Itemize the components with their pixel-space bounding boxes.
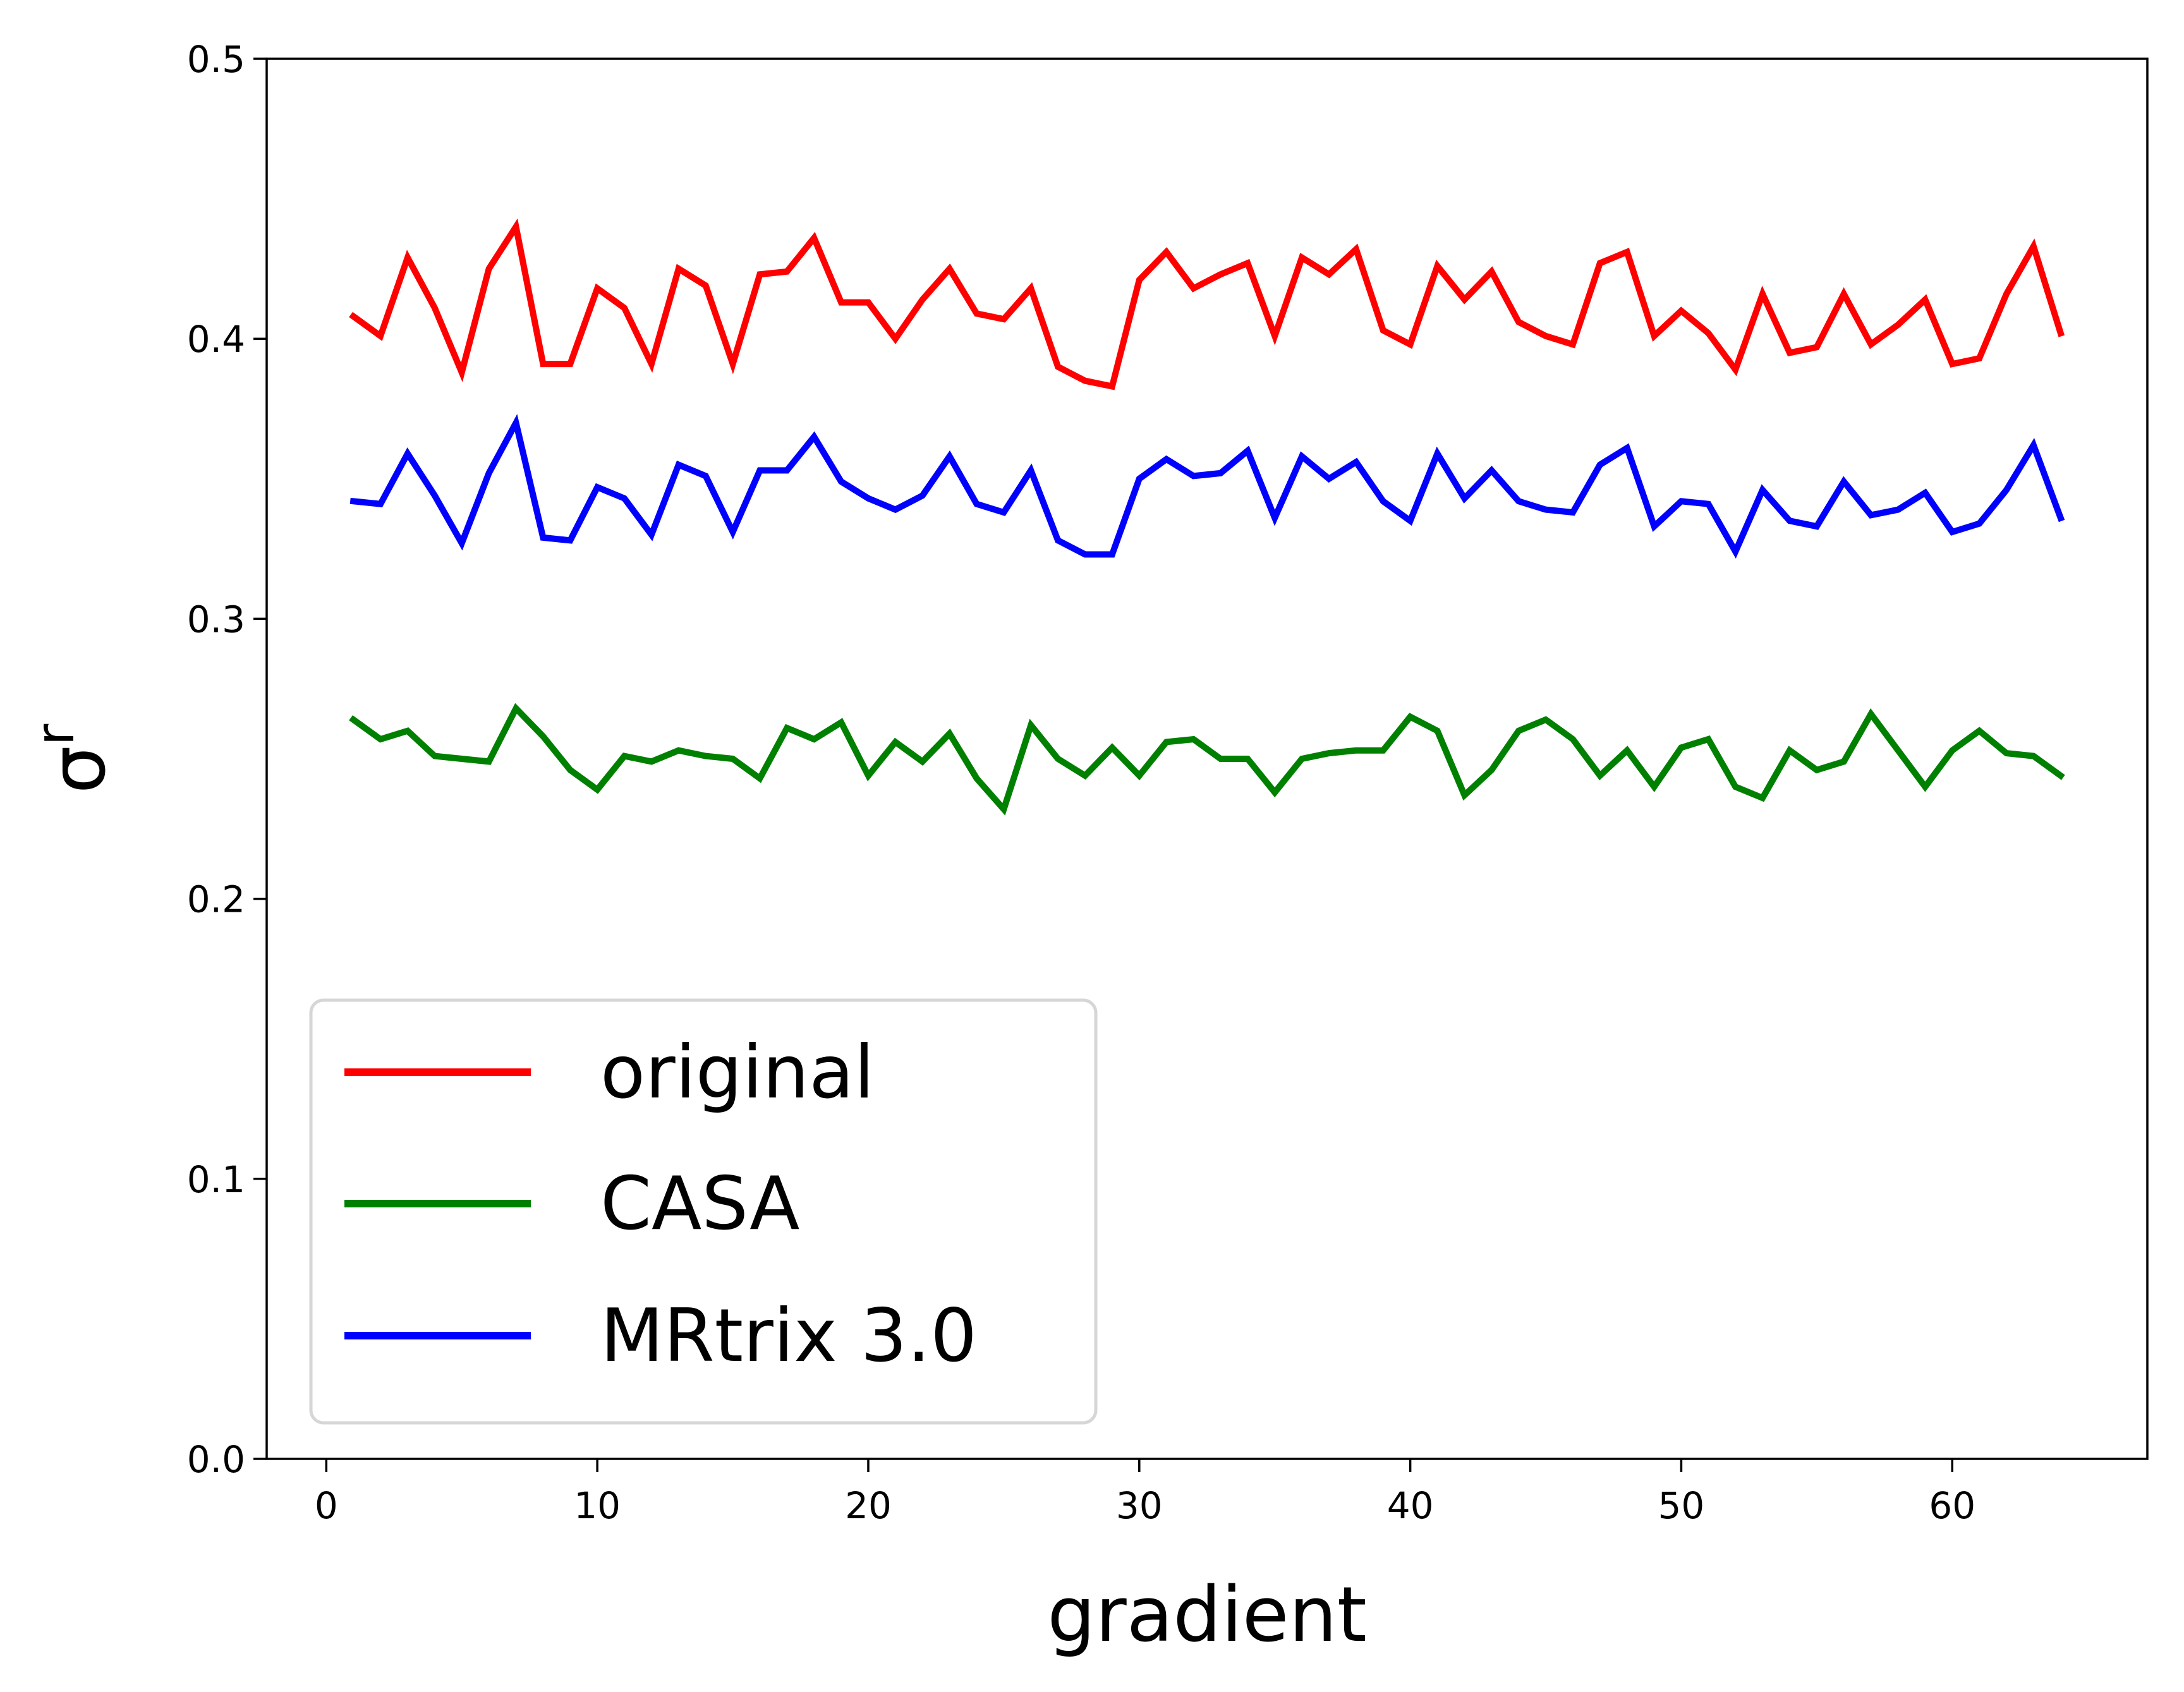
y-axis-label-superscript: r: [24, 723, 86, 746]
legend-label-casa: CASA: [600, 1161, 800, 1247]
series-line-casa: [349, 703, 2065, 816]
y-axis-label: σr: [24, 723, 123, 794]
x-tick-label: 10: [574, 1484, 621, 1527]
x-axis-label: gradient: [1047, 1571, 1367, 1659]
y-tick-label: 0.1: [187, 1158, 245, 1201]
x-tick-label: 40: [1387, 1484, 1434, 1527]
legend: original CASA MRtrix 3.0: [309, 998, 1098, 1425]
x-tick-label: 60: [1929, 1484, 1975, 1527]
axes-layer: 0 10 20 30 40 50 60 0.0 0.1 0.2 0.3 0.4 0.5: [187, 38, 2149, 1527]
series-layer: [349, 218, 2065, 816]
x-tick-label: 30: [1116, 1484, 1163, 1527]
x-tick-label: 0: [315, 1484, 338, 1527]
legend-box: [309, 998, 1098, 1425]
y-tick-label: 0.2: [187, 878, 245, 921]
y-axis-label-symbol: σ: [35, 746, 123, 794]
y-tick-label: 0.5: [187, 38, 245, 81]
series-line-original: [349, 218, 2065, 390]
y-tick-label: 0.0: [187, 1438, 245, 1481]
x-tick-label: 50: [1658, 1484, 1705, 1527]
series-line-mrtrix-3-0: [349, 414, 2065, 559]
axes-frame: [265, 57, 2149, 1460]
legend-label-original: original: [600, 1030, 875, 1115]
y-tick-label: 0.3: [187, 598, 245, 641]
legend-label-mrtrix-3-0: MRtrix 3.0: [600, 1293, 977, 1379]
y-tick-label: 0.4: [187, 318, 245, 361]
x-tick-label: 20: [845, 1484, 892, 1527]
